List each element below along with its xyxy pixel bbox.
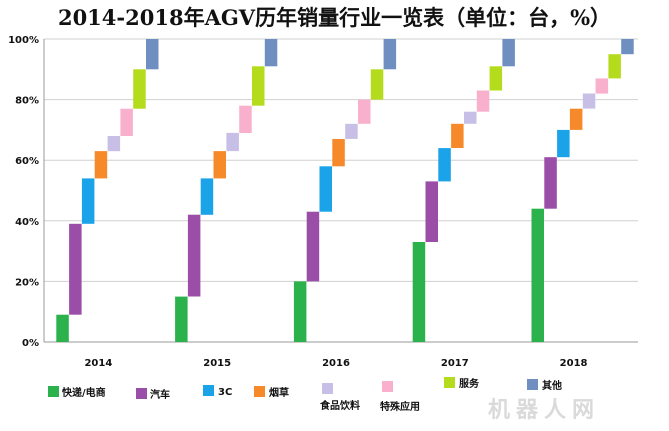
y-tick-label: 20% <box>15 277 39 288</box>
bar-2015-5 <box>226 132 239 152</box>
legend-swatch <box>527 379 538 390</box>
legend-label: 烟草 <box>269 386 289 399</box>
bar-2018-3 <box>557 129 570 158</box>
bar-2016-1 <box>293 281 307 342</box>
bar-2016-3 <box>319 166 332 212</box>
bar-2017-1 <box>412 242 426 342</box>
bar-2017-5 <box>464 111 477 124</box>
x-tick-label: 2017 <box>441 358 469 369</box>
bar-2018-1 <box>531 208 544 342</box>
legend-label: 3C <box>218 387 232 398</box>
bar-2016-5 <box>345 123 358 139</box>
y-tick-label: 60% <box>15 156 39 167</box>
bar-2015-3 <box>200 178 214 215</box>
y-tick-label: 100% <box>8 35 39 46</box>
bar-2018-4 <box>569 108 583 130</box>
bar-2014-3 <box>81 178 95 224</box>
legend-label: 特殊应用 <box>380 400 420 413</box>
legend-swatch <box>136 388 147 399</box>
legend-label: 汽车 <box>150 388 170 401</box>
x-tick-label: 2015 <box>203 358 231 369</box>
bar-2018-5 <box>582 93 596 109</box>
chart-title: 2014-2018年AGV历年销量行业一览表（单位：台，%） <box>57 5 612 30</box>
legend-swatch <box>254 386 265 397</box>
y-tick-label: 40% <box>15 217 39 228</box>
x-tick-label: 2018 <box>560 358 588 369</box>
bar-2014-5 <box>107 136 121 152</box>
legend-label: 食品饮料 <box>319 399 360 412</box>
bar-2014-8 <box>146 39 159 70</box>
bar-2014-6 <box>120 108 133 136</box>
bar-2014-7 <box>133 69 146 109</box>
legend-swatch <box>382 381 393 392</box>
bar-2018-7 <box>608 54 621 79</box>
bar-2015-2 <box>187 214 201 297</box>
bar-2015-1 <box>175 296 188 342</box>
legend-swatch <box>444 377 455 388</box>
legend-label: 快递/电商 <box>61 386 106 399</box>
legend-swatch <box>48 386 59 397</box>
bar-2014-2 <box>69 223 82 315</box>
bar-2018-6 <box>595 78 609 94</box>
legend-label: 其他 <box>542 379 562 392</box>
bar-2017-4 <box>451 123 464 148</box>
bar-2018-8 <box>621 39 634 55</box>
y-tick-label: 80% <box>15 96 39 107</box>
bar-2016-4 <box>332 139 345 167</box>
bar-2014-1 <box>56 314 69 342</box>
bar-2017-3 <box>438 148 451 182</box>
bar-2017-8 <box>502 39 515 67</box>
watermark: 机器人网 <box>488 398 601 423</box>
y-tick-label: 0% <box>22 338 39 349</box>
bar-2017-2 <box>425 181 438 242</box>
bar-2016-2 <box>306 211 320 282</box>
bar-2015-8 <box>264 39 278 67</box>
bar-2018-2 <box>544 157 557 209</box>
bar-2017-6 <box>476 90 490 112</box>
bar-2016-7 <box>370 69 384 100</box>
bar-2017-7 <box>489 66 503 91</box>
legend-swatch <box>203 385 214 396</box>
bar-2015-7 <box>252 66 265 106</box>
bar-2016-6 <box>358 99 371 124</box>
bar-2014-4 <box>94 151 108 179</box>
bar-2016-8 <box>383 39 397 70</box>
x-tick-label: 2014 <box>84 358 112 369</box>
bar-2015-4 <box>213 151 226 179</box>
x-tick-label: 2016 <box>322 358 350 369</box>
bar-2015-6 <box>239 105 252 133</box>
legend-label: 服务 <box>459 377 480 390</box>
legend-swatch <box>322 383 333 394</box>
